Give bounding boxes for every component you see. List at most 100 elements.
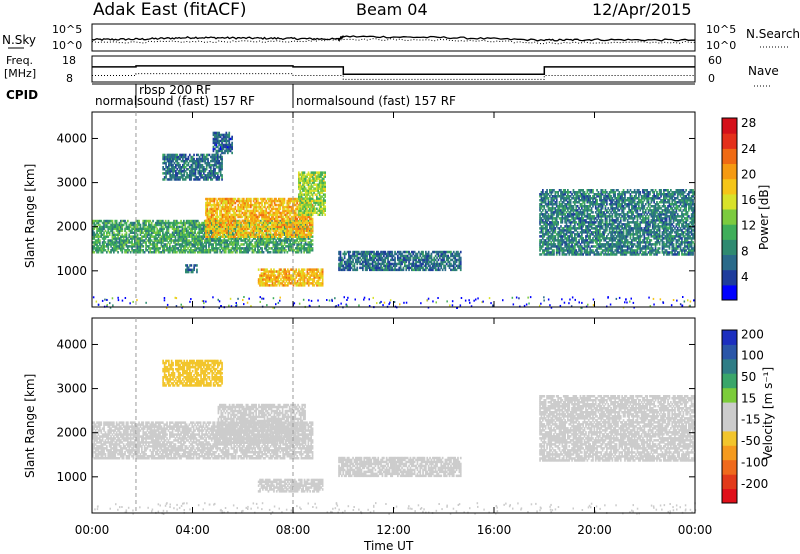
data-cell: [230, 205, 232, 209]
data-cell: [228, 131, 231, 135]
data-cell: [192, 251, 195, 254]
data-cell: [299, 225, 301, 229]
data-cell: [245, 243, 248, 246]
data-cell: [286, 211, 289, 215]
data-cell: [100, 219, 103, 223]
data-cell: [181, 227, 184, 231]
data-cell: [131, 235, 133, 238]
data-cell: [219, 213, 221, 217]
data-cell: [227, 201, 230, 205]
data-cell: [162, 161, 164, 165]
data-cell: [296, 249, 298, 252]
data-cell: [283, 239, 286, 242]
data-cell: [234, 235, 237, 238]
data-cell: [174, 221, 177, 225]
data-cell: [258, 205, 261, 209]
data-cell: [113, 243, 115, 246]
nave-label: Nave: [748, 64, 779, 78]
data-cell: [271, 217, 273, 221]
data-cell: [103, 225, 105, 229]
data-cell: [208, 249, 210, 252]
data-cell: [290, 239, 293, 242]
data-cell: [139, 245, 142, 248]
data-cell: [290, 235, 293, 238]
data-cell: [230, 217, 232, 221]
data-cell: [142, 231, 145, 234]
data-cell: [218, 147, 220, 151]
data-cell: [207, 229, 210, 233]
data-cell: [124, 243, 126, 246]
data-cell: [233, 237, 235, 240]
data-cell: [191, 227, 194, 231]
data-cell: [99, 229, 101, 233]
data-cell: [243, 229, 245, 233]
data-cell: [259, 243, 262, 246]
data-cell: [252, 231, 255, 235]
data-cell: [96, 227, 98, 231]
data-cell: [208, 233, 210, 236]
noise-right-label: N.Search: [746, 27, 800, 41]
data-cell: [296, 225, 298, 229]
data-cell: [272, 235, 275, 238]
data-cell: [261, 225, 263, 229]
data-cell: [129, 251, 132, 254]
data-cell: [143, 235, 146, 238]
data-cell: [192, 237, 195, 240]
data-cell: [92, 249, 94, 252]
data-cell: [258, 245, 261, 248]
data-cell: [129, 241, 132, 244]
data-cell: [184, 243, 187, 246]
data-cell: [149, 227, 152, 231]
data-cell: [93, 235, 96, 238]
data-cell: [134, 239, 136, 242]
data-cell: [118, 225, 121, 229]
data-cell: [117, 223, 119, 227]
data-cell: [283, 247, 286, 250]
data-cell: [194, 221, 196, 225]
data-cell: [217, 221, 220, 225]
data-cell: [282, 239, 284, 242]
data-cell: [290, 207, 293, 211]
data-cell: [297, 223, 300, 227]
data-cell: [184, 229, 187, 233]
data-cell: [240, 223, 242, 227]
data-cell: [283, 223, 286, 227]
data-cell: [202, 233, 205, 236]
data-cell: [206, 197, 209, 201]
data-cell: [275, 223, 277, 227]
data-cell: [198, 241, 201, 244]
data-cell: [157, 223, 160, 227]
data-cell: [114, 225, 117, 229]
data-cell: [261, 235, 263, 238]
data-cell: [206, 223, 209, 227]
data-cell: [115, 223, 118, 227]
data-cell: [285, 249, 287, 252]
data-cell: [244, 227, 246, 231]
data-cell: [143, 221, 146, 225]
data-cell: [142, 221, 145, 225]
data-cell: [96, 249, 98, 252]
data-cell: [224, 219, 227, 223]
data-cell: [122, 239, 125, 242]
data-cell: [173, 241, 175, 244]
data-cell: [132, 231, 135, 234]
data-cell: [236, 245, 238, 248]
data-cell: [248, 235, 251, 238]
data-cell: [103, 227, 105, 231]
data-cell: [286, 199, 289, 203]
data-cell: [120, 247, 122, 250]
data-cell: [134, 233, 136, 236]
data-cell: [248, 239, 251, 242]
data-cell: [254, 201, 256, 205]
data-cell: [247, 233, 249, 236]
data-cell: [280, 223, 283, 227]
data-cell: [96, 247, 98, 250]
data-cell: [218, 139, 220, 143]
data-cell: [101, 233, 104, 236]
data-cell: [226, 201, 228, 205]
data-cell: [195, 223, 198, 227]
data-cell: [283, 251, 286, 254]
data-cell: [255, 221, 258, 225]
data-cell: [296, 243, 298, 246]
data-cell: [307, 237, 310, 240]
